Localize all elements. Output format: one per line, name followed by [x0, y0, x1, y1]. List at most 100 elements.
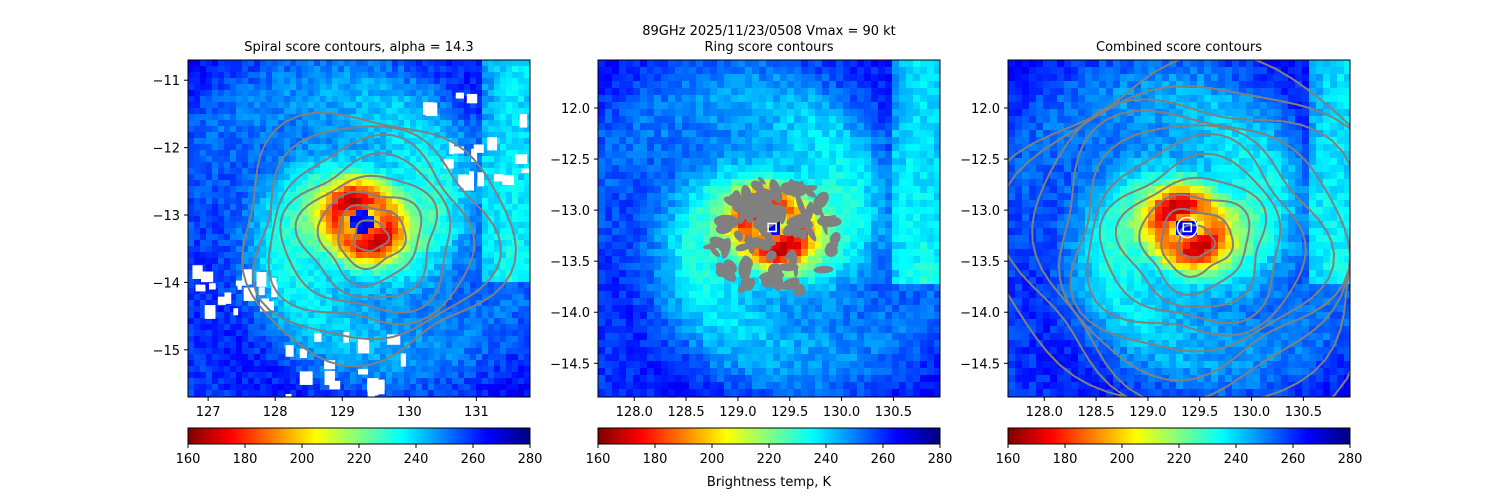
colorbar-gradient — [1007, 427, 1351, 445]
panel-title: Spiral score contours, alpha = 14.3 — [244, 40, 473, 55]
axes-frame — [1007, 59, 1351, 398]
contour-line — [1176, 224, 1217, 259]
contour-line — [316, 190, 423, 288]
x-tick-label: 129.0 — [719, 405, 756, 420]
colorbar: 160 180 200 220 240 260 280 — [176, 427, 543, 467]
colorbar-tick-label: 200 — [700, 452, 725, 467]
colorbar-tick-label: 280 — [518, 452, 543, 467]
colorbar-tick-label: 180 — [233, 452, 258, 467]
colorbar-gradient — [597, 427, 941, 445]
y-tick-label: −14 — [153, 276, 180, 291]
colorbar-tick-label: 280 — [928, 452, 953, 467]
y-tick-label: −13.5 — [960, 255, 1000, 270]
contour-line — [1069, 124, 1336, 353]
colorbar-tick-label: 220 — [757, 452, 782, 467]
x-tick-label: 130.0 — [823, 405, 860, 420]
colorbar-tick-label: 200 — [1110, 452, 1135, 467]
center-marker — [767, 222, 777, 233]
contour-line — [352, 219, 391, 252]
axes-frame — [187, 59, 531, 398]
colorbar-tick-label: 260 — [461, 452, 486, 467]
contour-line — [1008, 60, 1350, 397]
contour-line — [241, 111, 518, 368]
y-tick-label: 12.0 — [561, 102, 590, 117]
y-tick-label: −14.0 — [960, 306, 1000, 321]
colorbar-tick-label: 260 — [1281, 452, 1306, 467]
contour-line — [1114, 176, 1268, 308]
y-tick-label: −11 — [153, 74, 180, 89]
score-contours — [241, 111, 518, 368]
contour-line — [279, 152, 452, 314]
eye-ring-marker — [1176, 216, 1199, 239]
y-tick-label: −13.0 — [550, 204, 590, 219]
y-tick-label: −12.5 — [550, 153, 590, 168]
colorbar-tick-label: 240 — [404, 452, 429, 467]
missing-data-patches — [192, 92, 530, 397]
brightness-heatmap — [1008, 60, 1350, 397]
x-tick-label: 130.0 — [1233, 405, 1270, 420]
panel-title: Combined score contours — [1096, 40, 1262, 55]
x-tick-label: 128.5 — [667, 405, 704, 420]
y-tick-label: −14.0 — [550, 306, 590, 321]
x-tick-label: 128.0 — [616, 405, 653, 420]
colorbar-tick-label: 240 — [814, 452, 839, 467]
x-tick-label: 129.5 — [1181, 405, 1218, 420]
colorbar-tick-label: 160 — [176, 452, 201, 467]
panel-1: Spiral score contours, alpha = 14.3 127 12… — [153, 40, 543, 467]
contour-line — [267, 133, 476, 326]
x-tick-label: 128.0 — [1026, 405, 1063, 420]
x-tick-label: 128.5 — [1077, 405, 1114, 420]
y-tick-label: −12 — [153, 142, 180, 157]
colorbar: 160 180 200 220 240 260 280 — [996, 427, 1363, 467]
y-tick-label: 12.0 — [971, 102, 1000, 117]
x-tick-label: 128 — [263, 405, 288, 420]
ring-score-blob — [703, 176, 842, 297]
colorbar-tick-label: 180 — [1053, 452, 1078, 467]
panel-3: Combined score contours 128.0 128.5 129.0 12… — [960, 40, 1363, 467]
axes-frame — [597, 59, 941, 398]
suptitle: 89GHz 2025/11/23/0508 Vmax = 90 kt — [642, 24, 896, 39]
x-tick-label: 130.5 — [1285, 405, 1322, 420]
contour-line — [1098, 152, 1282, 325]
panel-title: Ring score contours — [704, 40, 833, 55]
colorbar-tick-label: 220 — [1167, 452, 1192, 467]
colorbar-tick-label: 280 — [1338, 452, 1363, 467]
y-tick-label: −13.5 — [550, 255, 590, 270]
contour-line — [1138, 193, 1251, 296]
contour-line — [1008, 85, 1350, 397]
colorbar: 160 180 200 220 240 260 280 — [586, 427, 953, 467]
y-tick-label: −13.0 — [960, 204, 1000, 219]
x-tick-label: 129 — [330, 405, 355, 420]
x-tick-label: 130 — [397, 405, 422, 420]
contour-line — [337, 204, 407, 271]
x-tick-label: 130.5 — [875, 405, 912, 420]
contour-line — [1160, 207, 1235, 278]
contour-line — [251, 125, 503, 341]
colorbar-tick-label: 160 — [996, 452, 1021, 467]
center-marker — [1182, 222, 1193, 233]
score-contours — [1008, 60, 1350, 397]
y-tick-label: −15 — [153, 344, 180, 359]
colorbar-tick-label: 180 — [643, 452, 668, 467]
x-tick-label: 131 — [464, 405, 489, 420]
y-tick-label: −13 — [153, 209, 180, 224]
colorbar-gradient — [187, 427, 531, 445]
colorbar-tick-label: 260 — [871, 452, 896, 467]
y-tick-label: −14.5 — [960, 357, 1000, 372]
contour-line — [1031, 98, 1350, 397]
contour-line — [294, 174, 439, 299]
y-tick-label: −12.5 — [960, 153, 1000, 168]
colorbar-tick-label: 240 — [1224, 452, 1249, 467]
y-tick-label: −14.5 — [550, 357, 590, 372]
colorbar-tick-label: 220 — [347, 452, 372, 467]
x-tick-label: 127 — [196, 405, 221, 420]
colorbar-tick-label: 200 — [290, 452, 315, 467]
contour-line — [1057, 109, 1350, 382]
panel-2: Ring score contours 128.0 128.5 129.0 129.5 1… — [550, 40, 952, 467]
colorbar-tick-label: 160 — [586, 452, 611, 467]
x-tick-label: 129.5 — [771, 405, 808, 420]
brightness-heatmap — [188, 60, 530, 397]
x-tick-label: 129.0 — [1129, 405, 1166, 420]
brightness-heatmap — [598, 60, 940, 397]
